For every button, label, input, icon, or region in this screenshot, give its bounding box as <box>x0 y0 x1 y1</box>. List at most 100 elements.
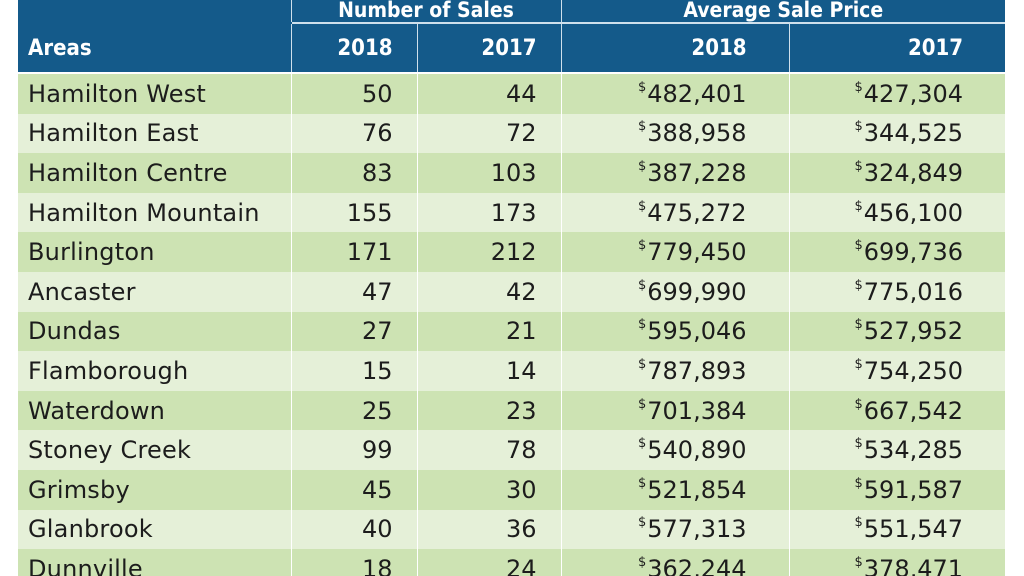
cell-sales-2018: 47 <box>290 271 417 312</box>
cell-area: Hamilton Mountain <box>18 192 291 233</box>
cell-area: Stoney Creek <box>18 430 291 470</box>
header-group-sales: Number of Sales <box>290 0 562 24</box>
header-group-row: Number of Sales Average Sale Price <box>18 0 1006 24</box>
cell-sales-2017: 30 <box>416 469 562 510</box>
table-row: Hamilton West 50 44 $482,401 $427,304 <box>18 72 1006 114</box>
cell-price-2018: $577,313 <box>560 509 790 550</box>
cell-area: Dunnville <box>18 549 291 576</box>
sales-table: Number of Sales Average Sale Price Areas… <box>18 0 1006 576</box>
cell-price-2018-value: 362,244 <box>647 554 747 576</box>
header-group-price: Average Sale Price <box>560 0 1006 24</box>
cell-price-2017-value: 456,100 <box>863 198 964 227</box>
cell-price-2018-value: 475,272 <box>647 198 747 227</box>
cell-price-2018-value: 699,990 <box>647 277 747 306</box>
cell-sales-2018: 155 <box>290 192 417 233</box>
cell-area: Ancaster <box>18 271 291 312</box>
currency-symbol: $ <box>637 317 647 333</box>
currency-symbol: $ <box>854 119 863 135</box>
cell-price-2017-value: 427,304 <box>863 79 964 108</box>
table-row: Dundas 27 21 $595,046 $527,952 <box>18 311 1006 352</box>
cell-price-2017-value: 324,849 <box>863 158 964 187</box>
cell-sales-2017: 78 <box>416 430 562 470</box>
currency-symbol: $ <box>637 436 647 452</box>
cell-sales-2017: 173 <box>416 192 562 233</box>
table-body: Hamilton West 50 44 $482,401 $427,304 Hamilto… <box>18 72 1006 576</box>
column-header-areas: Areas <box>18 23 291 73</box>
cell-price-2017: $754,250 <box>788 351 1006 391</box>
table-row: Ancaster 47 42 $699,990 $775,016 <box>18 271 1006 312</box>
column-header-price-2017: 2017 <box>788 23 1006 73</box>
currency-symbol: $ <box>637 119 647 135</box>
cell-price-2018: $482,401 <box>560 72 790 114</box>
cell-sales-2017: 24 <box>416 549 562 576</box>
currency-symbol: $ <box>637 475 647 491</box>
cell-sales-2018: 25 <box>290 390 417 431</box>
cell-price-2018-value: 482,401 <box>647 79 747 108</box>
currency-symbol: $ <box>854 198 863 214</box>
cell-sales-2017: 44 <box>416 72 562 114</box>
cell-area: Flamborough <box>18 351 291 391</box>
cell-area: Hamilton West <box>18 72 291 114</box>
cell-area: Dundas <box>18 311 291 352</box>
currency-symbol: $ <box>854 356 863 372</box>
currency-symbol: $ <box>854 317 863 333</box>
cell-price-2017: $324,849 <box>788 153 1006 193</box>
cell-price-2017: $534,285 <box>788 430 1006 470</box>
cell-sales-2018: 171 <box>290 232 417 272</box>
cell-price-2017: $699,736 <box>788 232 1006 272</box>
cell-price-2017-value: 667,542 <box>863 396 964 425</box>
cell-sales-2018: 27 <box>290 311 417 352</box>
table-row: Stoney Creek 99 78 $540,890 $534,285 <box>18 430 1006 470</box>
cell-area: Hamilton Centre <box>18 153 291 193</box>
cell-price-2018-value: 787,893 <box>647 356 747 385</box>
cell-sales-2017: 103 <box>416 153 562 193</box>
currency-symbol: $ <box>854 238 863 254</box>
table-row: Hamilton East 76 72 $388,958 $344,525 <box>18 113 1006 154</box>
cell-price-2018-value: 387,228 <box>647 158 747 187</box>
currency-symbol: $ <box>854 79 863 95</box>
column-header-sales-2018: 2018 <box>290 23 417 73</box>
currency-symbol: $ <box>637 396 647 412</box>
table-row: Waterdown 25 23 $701,384 $667,542 <box>18 390 1006 431</box>
currency-symbol: $ <box>637 238 647 254</box>
cell-price-2017: $378,471 <box>788 549 1006 576</box>
cell-price-2017: $551,547 <box>788 509 1006 550</box>
currency-symbol: $ <box>854 277 863 293</box>
cell-sales-2017: 23 <box>416 390 562 431</box>
cell-price-2017-value: 551,547 <box>863 515 964 544</box>
header-group-blank <box>18 0 291 24</box>
cell-sales-2017: 72 <box>416 113 562 154</box>
currency-symbol: $ <box>637 277 647 293</box>
cell-price-2018-value: 701,384 <box>647 396 747 425</box>
cell-price-2018: $521,854 <box>560 469 790 510</box>
cell-sales-2018: 99 <box>290 430 417 470</box>
cell-area: Waterdown <box>18 390 291 431</box>
cell-price-2018: $387,228 <box>560 153 790 193</box>
currency-symbol: $ <box>854 515 863 531</box>
currency-symbol: $ <box>637 356 647 372</box>
cell-sales-2018: 18 <box>290 549 417 576</box>
table-row: Flamborough 15 14 $787,893 $754,250 <box>18 351 1006 391</box>
cell-price-2018-value: 521,854 <box>647 475 747 504</box>
currency-symbol: $ <box>637 198 647 214</box>
currency-symbol: $ <box>854 396 863 412</box>
cell-price-2018: $362,244 <box>560 549 790 576</box>
currency-symbol: $ <box>854 554 863 570</box>
table-row: Hamilton Centre 83 103 $387,228 $324,849 <box>18 153 1006 193</box>
cell-price-2017-value: 699,736 <box>863 238 964 267</box>
cell-price-2017-value: 344,525 <box>863 119 964 148</box>
cell-price-2017-value: 591,587 <box>863 475 964 504</box>
cell-sales-2017: 21 <box>416 311 562 352</box>
currency-symbol: $ <box>637 515 647 531</box>
cell-price-2017: $456,100 <box>788 192 1006 233</box>
cell-price-2018: $388,958 <box>560 113 790 154</box>
cell-price-2018: $475,272 <box>560 192 790 233</box>
cell-price-2018: $699,990 <box>560 271 790 312</box>
cell-sales-2017: 212 <box>416 232 562 272</box>
cell-price-2018-value: 540,890 <box>647 436 747 465</box>
cell-area: Hamilton East <box>18 113 291 154</box>
cell-price-2017-value: 527,952 <box>863 317 964 346</box>
cell-price-2017: $344,525 <box>788 113 1006 154</box>
cell-price-2018: $540,890 <box>560 430 790 470</box>
